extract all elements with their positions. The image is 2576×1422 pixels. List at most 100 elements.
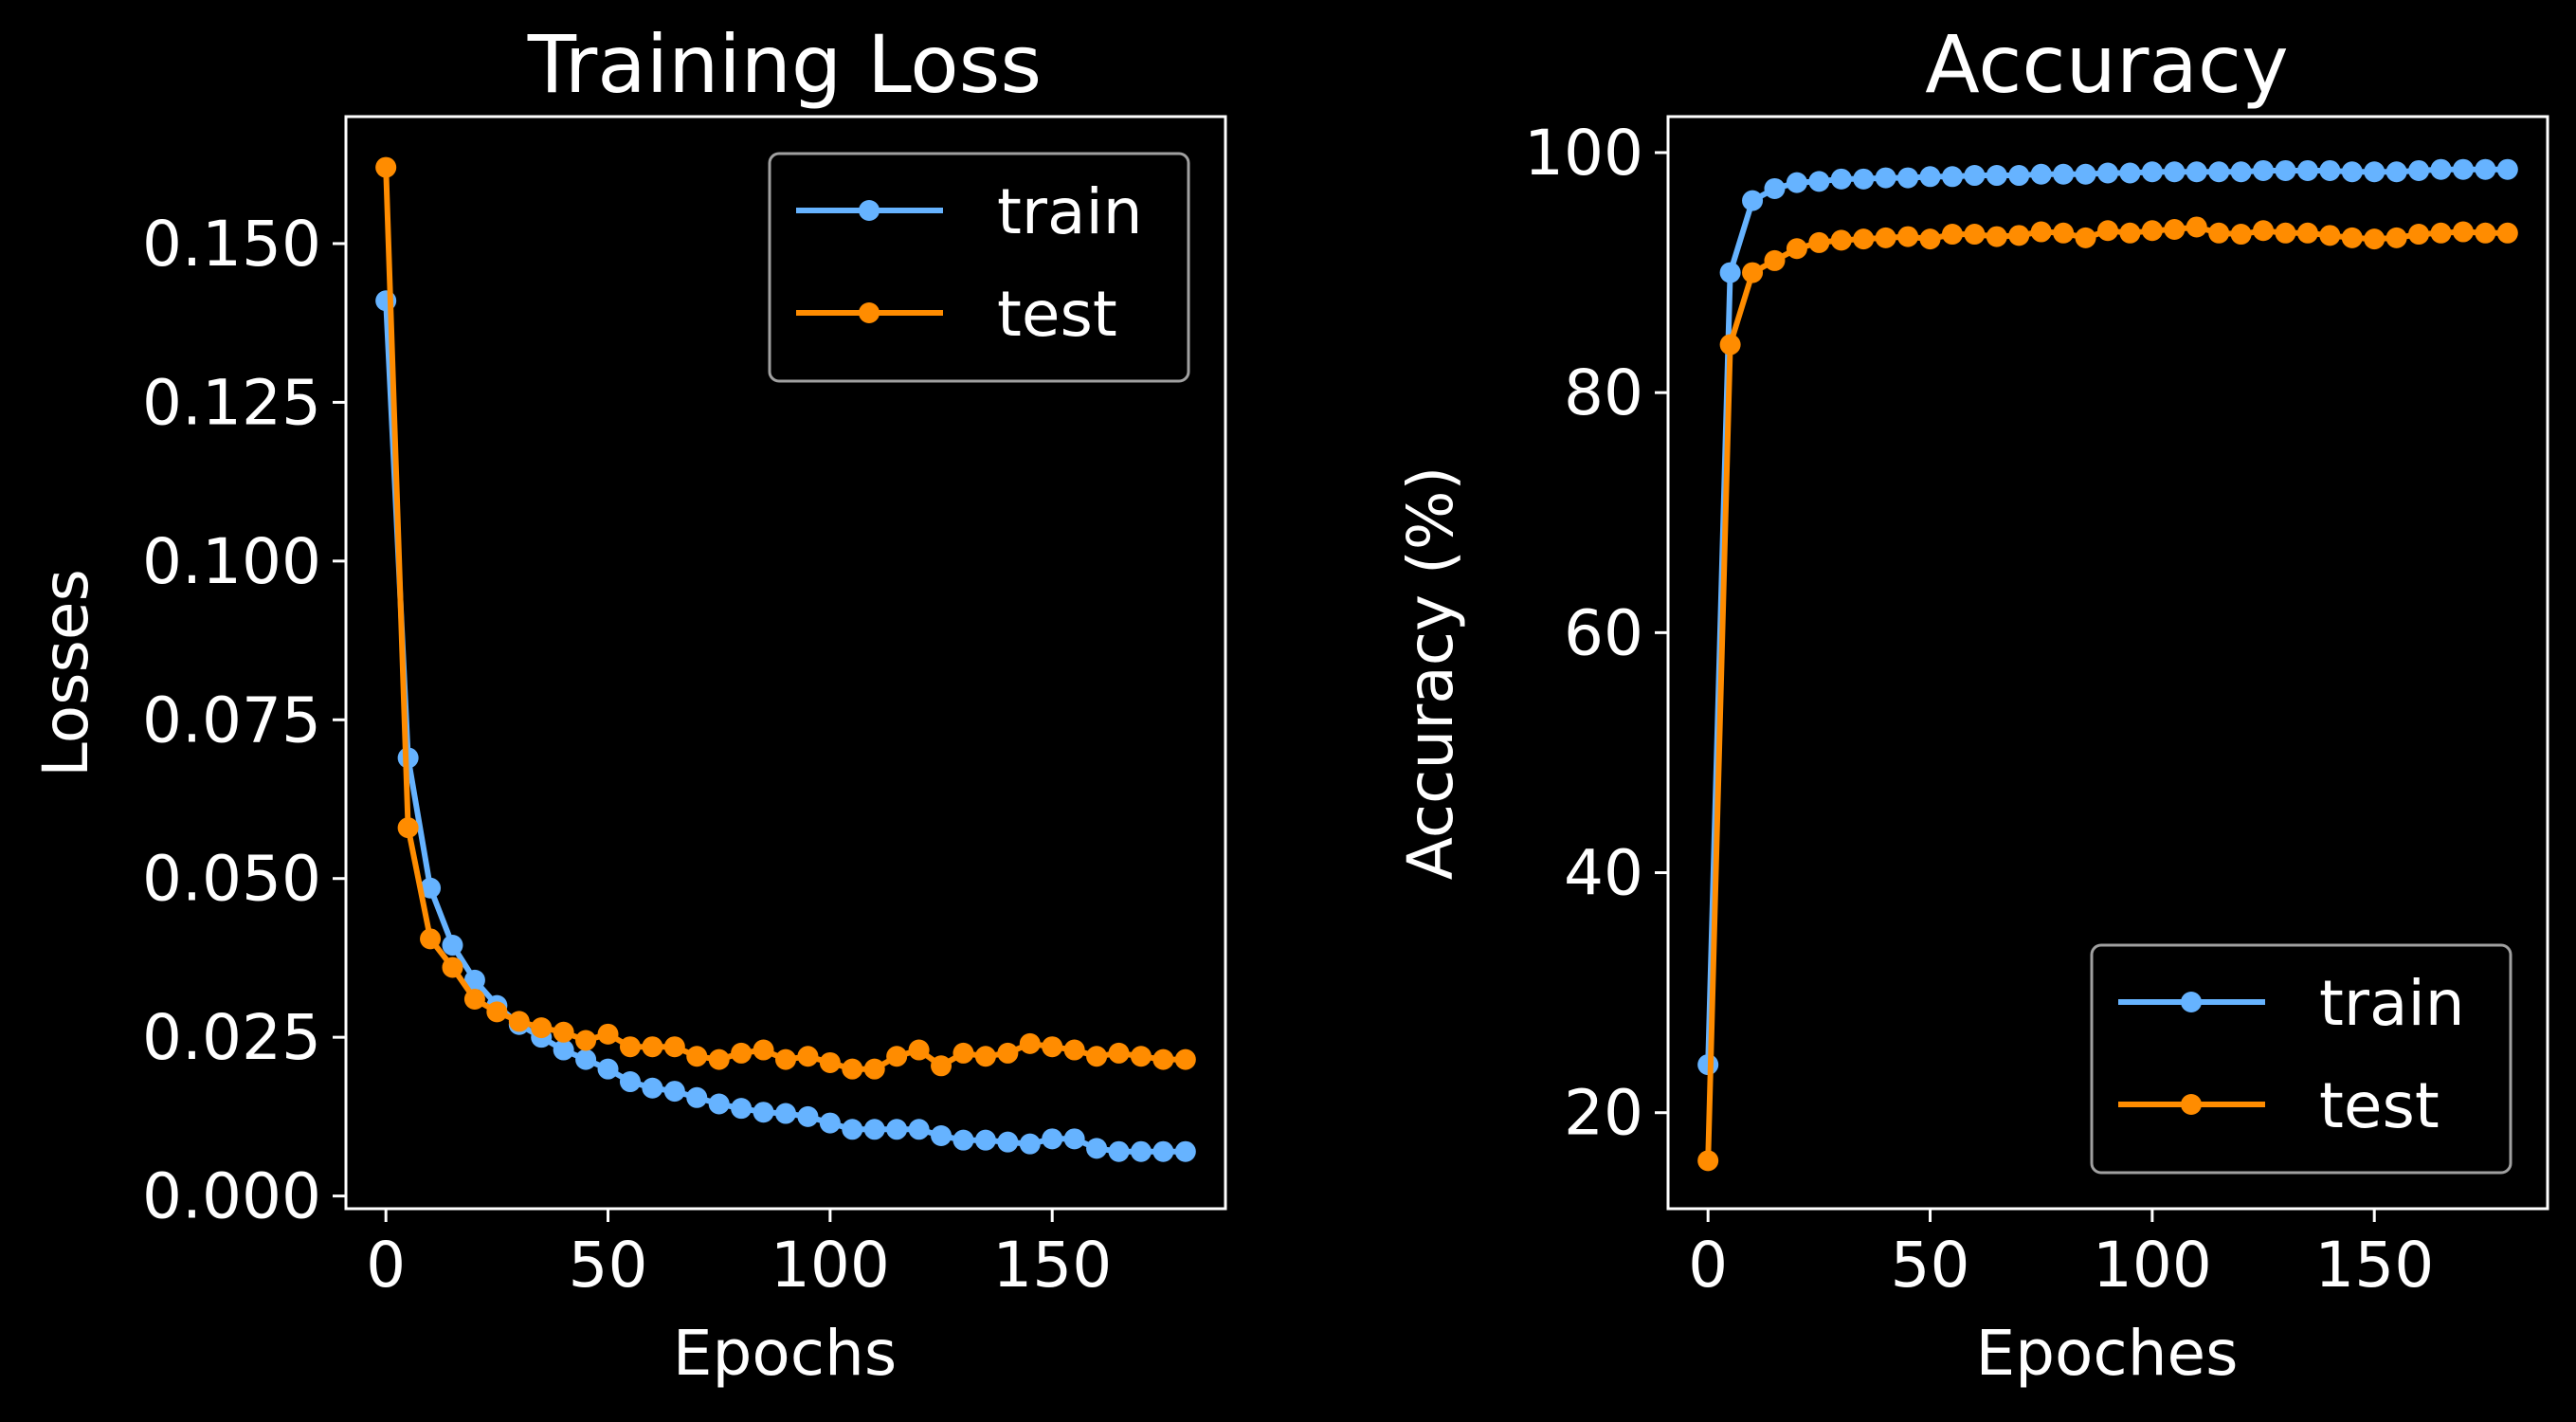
legend-test-label: test xyxy=(997,278,1117,351)
test-data-point xyxy=(2475,222,2496,244)
plot-frame xyxy=(1666,115,2549,1211)
train-data-point xyxy=(842,1119,863,1140)
train-data-point xyxy=(952,1129,974,1151)
test-data-point xyxy=(1897,226,1919,247)
x-tick-label: 0 xyxy=(366,1229,406,1302)
y-tick-label: 0.050 xyxy=(142,843,321,916)
train-data-point xyxy=(2296,159,2318,181)
train-data-point xyxy=(2186,161,2207,183)
train-data-point xyxy=(1086,1138,1108,1159)
train-data-point xyxy=(731,1098,753,1120)
y-tick-label: 0.025 xyxy=(142,1001,321,1074)
x-tick-label: 100 xyxy=(771,1229,890,1302)
train-data-point xyxy=(1919,166,1941,188)
test-data-point xyxy=(2053,222,2075,244)
test-data-point xyxy=(753,1039,774,1061)
series-group xyxy=(1697,158,2518,1172)
x-tick-label: 50 xyxy=(569,1229,648,1302)
train-data-point xyxy=(2208,161,2230,183)
test-data-point xyxy=(2296,222,2318,244)
test-data-point xyxy=(1174,1048,1196,1070)
test-data-point xyxy=(2141,220,2163,242)
chart-title: Training Loss xyxy=(527,18,1042,111)
test-data-point xyxy=(2164,218,2186,240)
test-data-point xyxy=(997,1042,1019,1064)
train-data-point xyxy=(2119,162,2141,184)
train-data-point xyxy=(2097,162,2118,184)
test-data-point xyxy=(1019,1032,1041,1054)
y-tick-label: 80 xyxy=(1564,356,1643,429)
test-data-point xyxy=(2275,222,2296,244)
train-data-point xyxy=(775,1103,796,1124)
y-tick-label: 0.100 xyxy=(142,525,321,598)
train-data-point xyxy=(1152,1140,1174,1162)
y-tick-label: 40 xyxy=(1564,837,1643,910)
test-data-point xyxy=(1086,1046,1108,1067)
train-data-point xyxy=(1719,262,1741,283)
test-data-point xyxy=(2386,227,2407,248)
train-data-point xyxy=(2364,161,2386,183)
train-data-point xyxy=(997,1131,1019,1153)
x-tick-label: 150 xyxy=(2314,1229,2434,1302)
train-data-point xyxy=(2341,161,2363,183)
train-data-point xyxy=(1019,1133,1041,1155)
train-data-point xyxy=(663,1081,685,1103)
train-data-point xyxy=(2008,165,2030,187)
train-data-point xyxy=(420,877,442,899)
train-data-point xyxy=(1786,172,1807,193)
legend: train test xyxy=(768,152,1190,383)
test-data-point xyxy=(797,1046,819,1067)
train-data-point xyxy=(1063,1128,1085,1150)
y-tick-label: 0.125 xyxy=(142,366,321,439)
y-tick-label: 100 xyxy=(1524,117,1643,190)
train-data-point xyxy=(886,1119,908,1140)
train-data-point xyxy=(974,1129,996,1151)
test-data-point xyxy=(2452,221,2474,243)
test-data-point xyxy=(863,1058,885,1080)
y-axis-label: Losses xyxy=(29,569,102,777)
train-data-point xyxy=(2275,159,2296,181)
train-data-point xyxy=(619,1071,641,1093)
test-data-point xyxy=(1853,228,1875,250)
train-data-point xyxy=(597,1058,619,1080)
test-data-point xyxy=(1964,224,1986,246)
train-data-point xyxy=(1742,190,1764,211)
test-data-point xyxy=(2430,222,2452,244)
x-tick-label: 50 xyxy=(1891,1229,1970,1302)
series-group xyxy=(375,156,1196,1162)
test-data-point xyxy=(2408,224,2430,246)
train-data-point xyxy=(2452,158,2474,180)
test-data-point xyxy=(2496,222,2518,244)
test-data-point xyxy=(708,1048,730,1070)
test-data-point xyxy=(375,156,397,178)
test-data-point xyxy=(2364,228,2386,250)
legend-test-marker xyxy=(859,302,880,323)
test-data-point xyxy=(420,928,442,950)
train-data-point xyxy=(797,1105,819,1127)
train-data-point xyxy=(553,1039,574,1061)
axis-ticks: 0 50 100 150 20 40 60 80 100 xyxy=(1524,117,2434,1302)
test-data-point xyxy=(575,1030,597,1051)
test-data-point xyxy=(775,1048,796,1070)
train-data-point xyxy=(1964,165,1986,187)
test-data-point xyxy=(2097,220,2118,242)
test-data-point xyxy=(397,817,419,839)
chart-title: Accuracy xyxy=(1925,18,2289,111)
test-data-point xyxy=(974,1046,996,1067)
train-data-point xyxy=(686,1086,708,1108)
train-data-point xyxy=(1897,167,1919,189)
train-data-point xyxy=(1130,1140,1152,1162)
test-data-point xyxy=(1742,262,1764,283)
train-data-point xyxy=(2075,163,2096,185)
train-data-point xyxy=(1853,168,1875,190)
y-tick-label: 20 xyxy=(1564,1077,1643,1150)
x-tick-label: 150 xyxy=(992,1229,1112,1302)
train-data-point xyxy=(1042,1128,1063,1150)
test-data-point xyxy=(842,1058,863,1080)
train-data-point xyxy=(2430,158,2452,180)
legend-train-marker xyxy=(859,200,880,221)
x-tick-label: 0 xyxy=(1688,1229,1728,1302)
legend-test-label: test xyxy=(2319,1069,2440,1142)
test-data-point xyxy=(908,1039,930,1061)
train-data-point xyxy=(863,1119,885,1140)
